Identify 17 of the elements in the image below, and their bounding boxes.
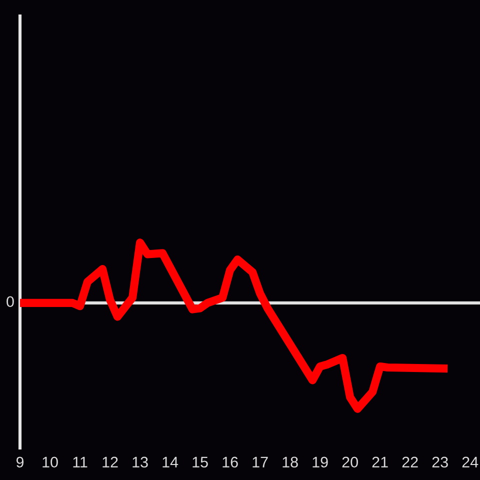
x-tick-label: 16	[222, 456, 238, 468]
ref-line-label: 0	[6, 296, 14, 308]
x-tick-label: 12	[102, 456, 118, 468]
x-tick-label: 24	[462, 456, 478, 468]
x-tick-label: 19	[312, 456, 328, 468]
x-tick-label: 17	[252, 456, 268, 468]
x-tick-label: 18	[282, 456, 298, 468]
x-tick-label: 22	[402, 456, 418, 468]
x-tick-label: 13	[132, 456, 148, 468]
x-tick-label: 21	[372, 456, 388, 468]
x-tick-label: 20	[342, 456, 358, 468]
x-tick-label: 11	[73, 456, 88, 468]
x-tick-label: 23	[432, 456, 448, 468]
x-tick-label: 10	[42, 456, 58, 468]
x-tick-label: 14	[162, 456, 178, 468]
x-tick-label: 15	[192, 456, 208, 468]
x-tick-label: 9	[16, 456, 24, 468]
